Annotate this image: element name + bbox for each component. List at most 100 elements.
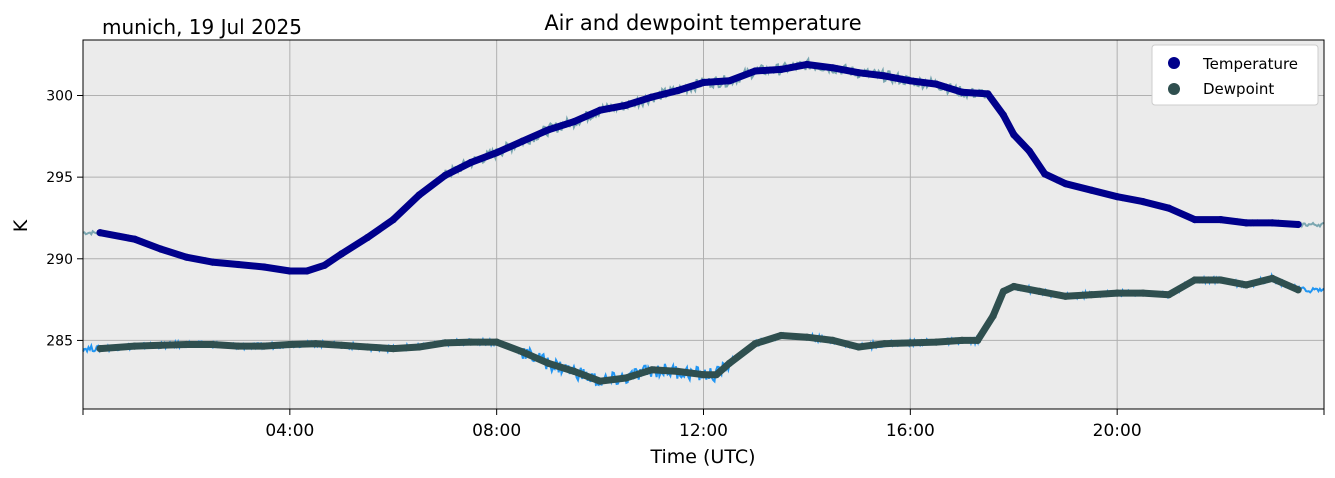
legend-label-dewpoint: Dewpoint <box>1203 80 1274 98</box>
data-point-dewpoint <box>312 340 320 348</box>
data-point-temperature <box>182 253 190 261</box>
data-point-dewpoint <box>441 339 449 347</box>
data-point-temperature <box>441 171 449 180</box>
data-point-dewpoint <box>648 366 656 374</box>
y-tick-label: 295 <box>46 170 73 186</box>
data-point-temperature <box>337 250 346 258</box>
data-point-temperature <box>596 106 604 114</box>
data-point-temperature <box>493 149 501 157</box>
data-point-temperature <box>958 88 966 96</box>
data-point-dewpoint <box>958 336 966 344</box>
tick-layer: 04:00 08:00 12:00 16:00 20:00 285 290 295 300 <box>46 89 1325 441</box>
data-point-dewpoint <box>415 343 423 351</box>
data-point-temperature <box>363 234 371 242</box>
data-point-dewpoint <box>96 345 104 353</box>
data-point-temperature <box>467 158 475 167</box>
data-point-temperature <box>1025 147 1033 155</box>
data-point-dewpoint <box>1010 282 1018 291</box>
data-point-temperature <box>1113 193 1121 201</box>
data-point-dewpoint <box>1061 292 1070 300</box>
data-point-dewpoint <box>906 339 914 347</box>
legend-box <box>1151 44 1319 106</box>
data-point-temperature <box>648 93 656 101</box>
data-point-temperature <box>932 80 940 88</box>
data-point-dewpoint <box>829 336 837 344</box>
data-point-temperature <box>303 267 311 275</box>
data-point-temperature <box>1242 219 1250 227</box>
y-tick-label: 285 <box>46 333 73 349</box>
data-point-temperature <box>96 229 104 237</box>
data-point-temperature <box>1087 186 1095 194</box>
data-point-dewpoint <box>1242 281 1250 289</box>
data-point-dewpoint <box>389 345 397 353</box>
data-point-dewpoint <box>674 367 682 375</box>
data-point-dewpoint <box>1294 286 1302 294</box>
data-point-temperature <box>518 137 527 145</box>
data-point-dewpoint <box>989 312 997 320</box>
grid-layer <box>83 40 1324 409</box>
data-point-dewpoint <box>1113 289 1121 297</box>
data-point-dewpoint <box>286 340 294 349</box>
data-point-dewpoint <box>803 333 811 341</box>
data-point-temperature <box>234 260 242 269</box>
data-point-dewpoint <box>622 374 630 382</box>
data-point-dewpoint <box>467 338 475 346</box>
data-point-dewpoint <box>725 359 734 367</box>
data-point-dewpoint <box>880 340 889 348</box>
data-point-dewpoint <box>493 338 501 346</box>
data-point-dewpoint <box>932 338 940 346</box>
data-point-dewpoint <box>1165 291 1173 299</box>
data-point-temperature <box>699 78 708 87</box>
data-point-temperature <box>131 235 139 243</box>
data-point-dewpoint <box>260 342 268 350</box>
data-point-temperature <box>855 69 863 77</box>
data-point-dewpoint <box>999 287 1008 295</box>
data-point-dewpoint <box>751 340 759 348</box>
data-point-dewpoint <box>363 343 371 351</box>
data-point-dewpoint <box>1217 276 1225 284</box>
x-axis-label: Time (UTC) <box>649 446 755 468</box>
data-point-temperature <box>570 118 578 126</box>
legend-label-temperature: Temperature <box>1202 55 1298 73</box>
data-point-temperature <box>415 191 423 199</box>
data-point-dewpoint <box>544 359 553 367</box>
data-point-temperature <box>984 90 992 98</box>
data-point-dewpoint <box>712 371 721 379</box>
data-point-dewpoint <box>518 348 527 356</box>
x-tick-label: 04:00 <box>265 421 314 441</box>
x-tick-label: 08:00 <box>472 421 521 441</box>
data-point-dewpoint <box>699 371 708 379</box>
legend-marker-dewpoint <box>1168 83 1180 95</box>
data-point-temperature <box>1191 216 1199 224</box>
data-point-dewpoint <box>1191 276 1199 284</box>
data-point-temperature <box>1217 216 1225 224</box>
data-point-dewpoint <box>337 341 346 349</box>
data-point-dewpoint <box>596 377 604 385</box>
data-point-temperature <box>622 101 630 109</box>
data-point-temperature <box>906 77 914 85</box>
data-point-temperature <box>157 245 165 253</box>
series-line-dewpoint <box>96 274 1302 385</box>
data-point-temperature <box>1294 220 1302 229</box>
x-tick-label: 16:00 <box>886 421 935 441</box>
data-point-temperature <box>725 77 734 85</box>
data-point-dewpoint <box>208 340 216 349</box>
data-point-dewpoint <box>131 342 139 350</box>
data-point-temperature <box>1139 198 1147 206</box>
data-point-dewpoint <box>1036 287 1044 295</box>
data-point-temperature <box>674 87 682 95</box>
data-point-temperature <box>803 60 811 69</box>
x-tick-label: 12:00 <box>679 421 728 441</box>
data-point-dewpoint <box>777 331 785 340</box>
data-point-dewpoint <box>157 341 165 349</box>
y-axis-label: K <box>10 219 32 232</box>
data-point-temperature <box>880 72 889 80</box>
data-point-temperature <box>286 267 294 275</box>
data-point-temperature <box>544 126 553 134</box>
data-point-dewpoint <box>234 342 242 350</box>
data-point-dewpoint <box>182 340 190 349</box>
data-point-dewpoint <box>1268 274 1276 282</box>
y-tick-label: 290 <box>46 252 73 268</box>
series-layer <box>96 60 1302 385</box>
